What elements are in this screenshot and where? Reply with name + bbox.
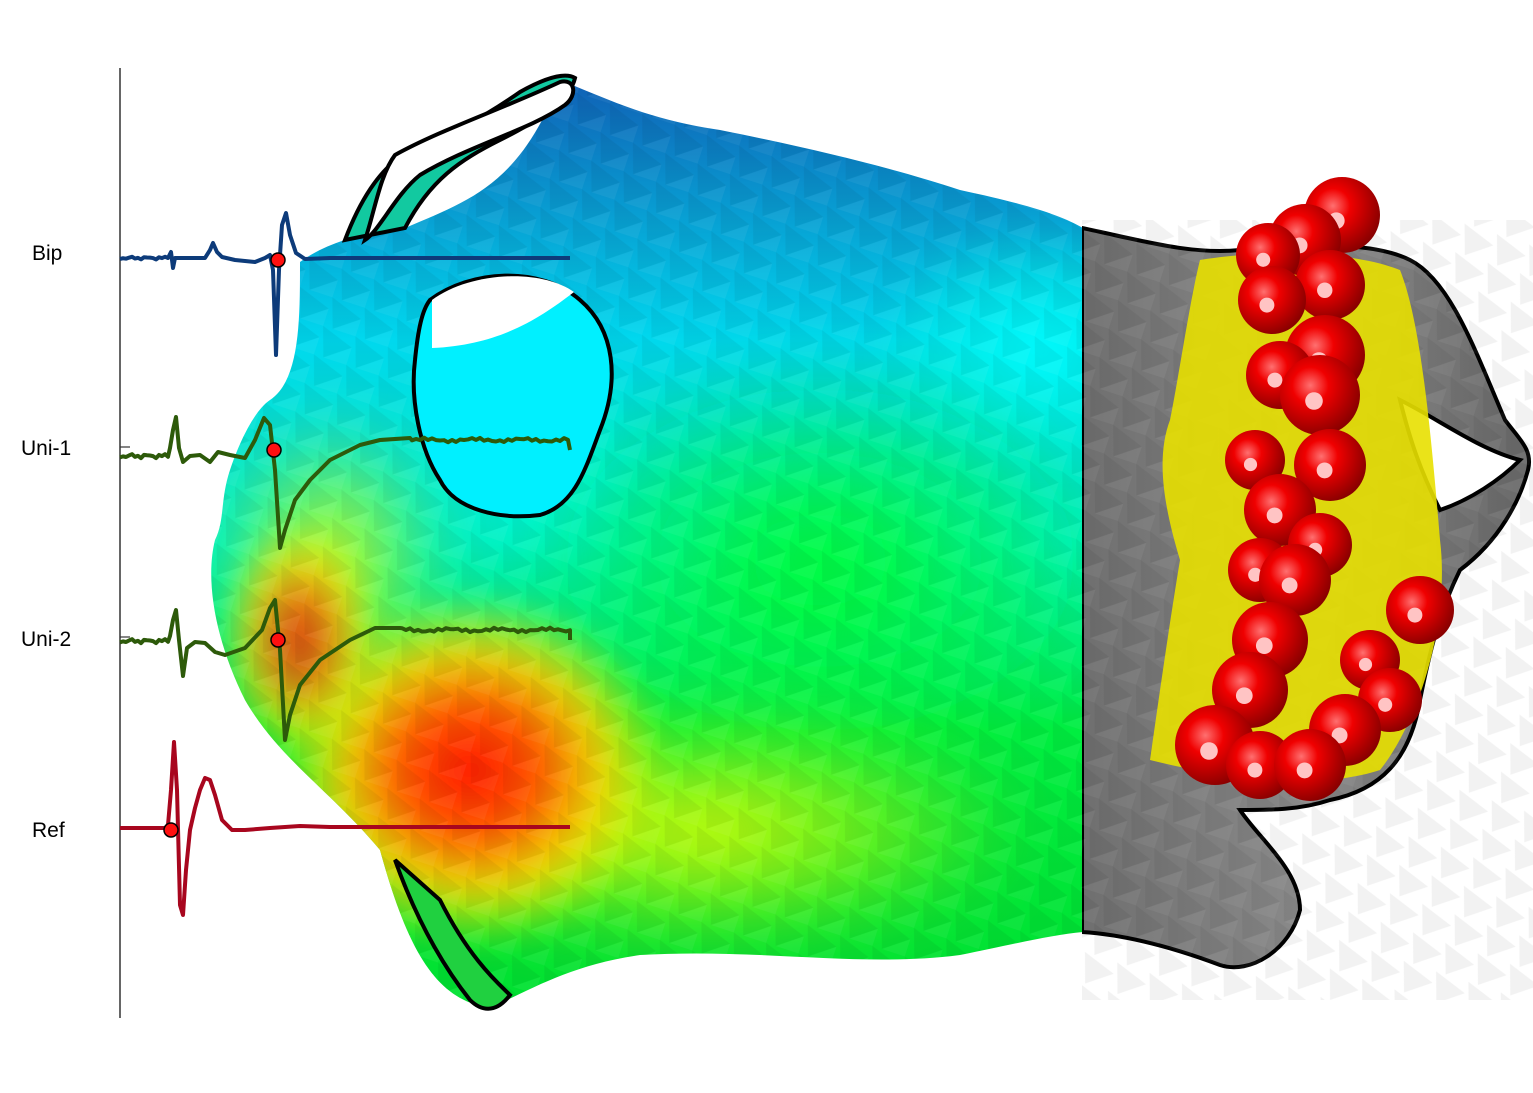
trace-label-ref: Ref: [32, 819, 65, 842]
lesion-highlight: [1200, 742, 1218, 760]
lesion-highlight: [1296, 762, 1313, 779]
marker-uni2: [270, 632, 286, 648]
trace-uni1: Uni-1: [21, 415, 572, 550]
inferior-vein-flap: [393, 858, 513, 1011]
lesion-highlight: [1267, 372, 1283, 388]
lesion-highlight: [1235, 687, 1253, 705]
lesion-highlight: [1281, 577, 1298, 594]
lesion-highlight: [1248, 567, 1263, 582]
trace-bip: Bip: [32, 211, 570, 357]
lesion-highlight: [1317, 282, 1333, 298]
marker-uni1: [266, 442, 282, 458]
lesion-highlight: [1358, 657, 1373, 672]
trace-label-bip: Bip: [32, 242, 62, 265]
lesion-highlight: [1255, 637, 1273, 655]
trace-label-uni1: Uni-1: [21, 437, 71, 460]
lesion-highlight: [1305, 392, 1323, 410]
lesion-highlight: [1266, 507, 1283, 524]
lesion-highlight: [1316, 462, 1333, 479]
lesion-highlight: [1378, 697, 1393, 712]
trace-label-uni2: Uni-2: [21, 628, 71, 651]
lesion-highlight: [1247, 762, 1263, 778]
lesion-spheres: [1175, 177, 1454, 801]
lesion-highlight: [1243, 457, 1258, 472]
upper-vein-opening: [361, 79, 576, 245]
trace-uni2: Uni-2: [21, 598, 572, 742]
lesion-highlight: [1331, 727, 1348, 744]
trace-ref: Ref: [32, 740, 570, 917]
lesion-highlight: [1259, 297, 1275, 313]
marker-ref: [163, 822, 179, 838]
pulmonary-vein-hole: [432, 276, 574, 348]
electrogram-traces: Bip Uni-1 Uni-2 Ref: [21, 211, 572, 917]
lesion-highlight: [1256, 252, 1271, 267]
lesion-highlight: [1407, 607, 1423, 623]
marker-bip: [270, 252, 286, 268]
atrium-colored-surface: [211, 80, 1083, 1008]
